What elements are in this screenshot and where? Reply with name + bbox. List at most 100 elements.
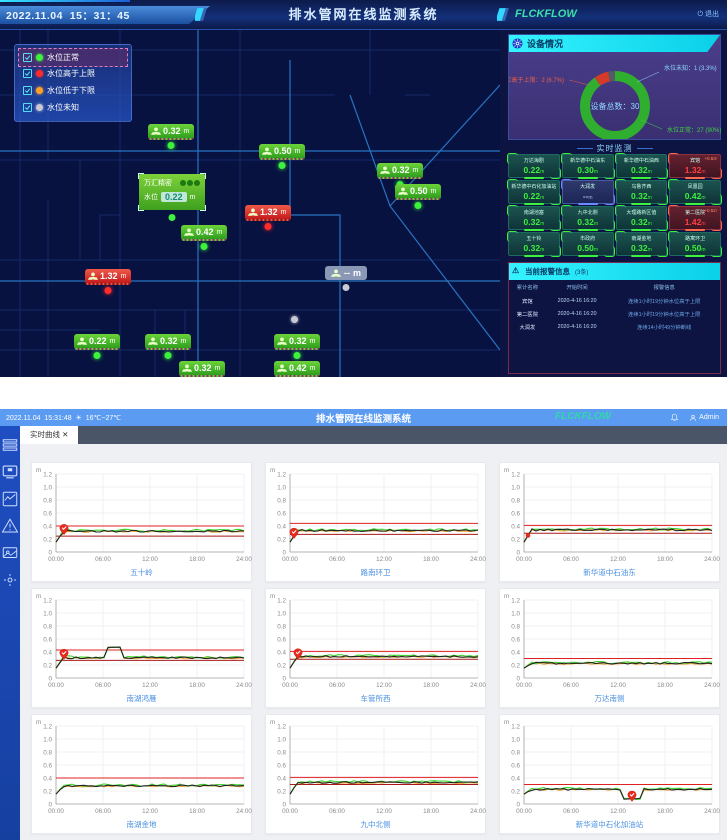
svg-text:1.2: 1.2 [43, 471, 52, 478]
svg-text:0: 0 [516, 675, 520, 682]
svg-text:24:00: 24:00 [470, 682, 486, 689]
svg-text:1.2: 1.2 [43, 723, 52, 730]
svg-text:06:00: 06:00 [95, 808, 111, 815]
svg-text:24:00: 24:00 [704, 808, 720, 815]
svg-text:12:00: 12:00 [610, 556, 626, 563]
svg-text:0.6: 0.6 [43, 762, 52, 769]
svg-text:18:00: 18:00 [189, 556, 205, 563]
svg-text:24:00: 24:00 [236, 682, 252, 689]
svg-text:1.2: 1.2 [277, 597, 286, 604]
svg-text:06:00: 06:00 [329, 682, 345, 689]
svg-text:0.6: 0.6 [511, 762, 520, 769]
svg-text:0.8: 0.8 [511, 749, 520, 756]
svg-text:00:00: 00:00 [282, 556, 298, 563]
svg-text:0.8: 0.8 [277, 497, 286, 504]
svg-text:m: m [36, 593, 41, 600]
svg-text:0.2: 0.2 [43, 788, 52, 795]
svg-text:0: 0 [282, 675, 286, 682]
svg-text:0.4: 0.4 [43, 649, 52, 656]
svg-text:0.8: 0.8 [43, 623, 52, 630]
svg-text:18:00: 18:00 [423, 682, 439, 689]
svg-text:18:00: 18:00 [189, 808, 205, 815]
svg-text:1.2: 1.2 [511, 597, 520, 604]
svg-text:0.8: 0.8 [277, 749, 286, 756]
svg-text:0.2: 0.2 [277, 662, 286, 669]
svg-text:m: m [36, 719, 41, 726]
svg-text:1.0: 1.0 [511, 610, 520, 617]
svg-text:m: m [270, 719, 275, 726]
svg-text:0.8: 0.8 [43, 749, 52, 756]
svg-text:00:00: 00:00 [282, 808, 298, 815]
svg-text:0.6: 0.6 [43, 510, 52, 517]
svg-text:m: m [36, 467, 41, 474]
svg-text:18:00: 18:00 [423, 808, 439, 815]
svg-text:00:00: 00:00 [516, 556, 532, 563]
svg-text:24:00: 24:00 [704, 556, 720, 563]
svg-text:1.0: 1.0 [277, 610, 286, 617]
svg-text:24:00: 24:00 [236, 556, 252, 563]
svg-text:0: 0 [282, 801, 286, 808]
svg-text:06:00: 06:00 [95, 556, 111, 563]
svg-text:0.8: 0.8 [43, 497, 52, 504]
svg-text:m: m [504, 467, 509, 474]
svg-text:00:00: 00:00 [516, 682, 532, 689]
svg-text:1.2: 1.2 [511, 471, 520, 478]
svg-text:0.4: 0.4 [511, 649, 520, 656]
svg-text:水位未知：1 (3.3%): 水位未知：1 (3.3%) [664, 64, 717, 72]
svg-text:0: 0 [48, 549, 52, 556]
svg-text:1.0: 1.0 [277, 484, 286, 491]
svg-text:m: m [504, 719, 509, 726]
svg-text:06:00: 06:00 [329, 808, 345, 815]
svg-text:0: 0 [48, 801, 52, 808]
svg-text:12:00: 12:00 [142, 682, 158, 689]
svg-text:0.6: 0.6 [43, 636, 52, 643]
svg-text:06:00: 06:00 [329, 556, 345, 563]
svg-text:12:00: 12:00 [376, 682, 392, 689]
svg-text:1.2: 1.2 [277, 471, 286, 478]
svg-text:0.6: 0.6 [277, 636, 286, 643]
svg-text:水位正常：27 (90%): 水位正常：27 (90%) [667, 126, 721, 134]
svg-text:0: 0 [48, 675, 52, 682]
svg-text:0: 0 [282, 549, 286, 556]
svg-text:12:00: 12:00 [610, 682, 626, 689]
svg-text:m: m [270, 467, 275, 474]
svg-text:12:00: 12:00 [142, 808, 158, 815]
svg-text:00:00: 00:00 [516, 808, 532, 815]
svg-text:0.2: 0.2 [511, 662, 520, 669]
svg-text:24:00: 24:00 [470, 556, 486, 563]
svg-text:水位高于上限：2 (6.7%): 水位高于上限：2 (6.7%) [509, 76, 564, 84]
svg-text:06:00: 06:00 [95, 682, 111, 689]
svg-text:0.2: 0.2 [511, 536, 520, 543]
svg-text:0.2: 0.2 [277, 536, 286, 543]
svg-text:0.6: 0.6 [511, 510, 520, 517]
svg-text:0.2: 0.2 [43, 536, 52, 543]
svg-text:设备总数：30: 设备总数：30 [591, 101, 640, 111]
svg-text:1.0: 1.0 [511, 484, 520, 491]
svg-text:1.0: 1.0 [43, 484, 52, 491]
svg-text:1.2: 1.2 [277, 723, 286, 730]
svg-text:1.0: 1.0 [43, 736, 52, 743]
svg-text:0.6: 0.6 [511, 636, 520, 643]
svg-text:06:00: 06:00 [563, 682, 579, 689]
svg-text:0.8: 0.8 [277, 623, 286, 630]
svg-text:1.0: 1.0 [511, 736, 520, 743]
svg-text:m: m [270, 593, 275, 600]
svg-text:0.4: 0.4 [511, 775, 520, 782]
svg-text:06:00: 06:00 [563, 556, 579, 563]
svg-text:0.2: 0.2 [277, 788, 286, 795]
svg-text:0: 0 [516, 801, 520, 808]
svg-text:18:00: 18:00 [657, 808, 673, 815]
svg-text:18:00: 18:00 [657, 682, 673, 689]
svg-text:12:00: 12:00 [142, 556, 158, 563]
svg-text:0.2: 0.2 [43, 662, 52, 669]
svg-text:1.2: 1.2 [43, 597, 52, 604]
svg-text:1.0: 1.0 [43, 610, 52, 617]
svg-text:00:00: 00:00 [48, 808, 64, 815]
svg-text:12:00: 12:00 [376, 556, 392, 563]
svg-text:0.6: 0.6 [277, 762, 286, 769]
svg-text:00:00: 00:00 [48, 556, 64, 563]
svg-text:06:00: 06:00 [563, 808, 579, 815]
svg-text:0.6: 0.6 [277, 510, 286, 517]
svg-text:24:00: 24:00 [236, 808, 252, 815]
svg-text:24:00: 24:00 [470, 808, 486, 815]
